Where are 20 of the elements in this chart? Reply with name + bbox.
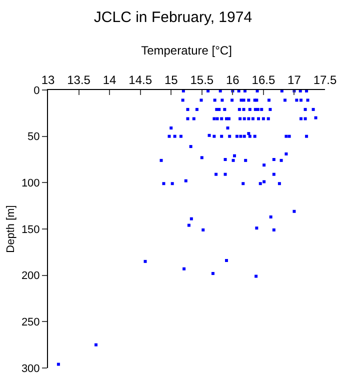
y-tick-label: 200: [21, 270, 40, 282]
y-tick-label: 50: [28, 131, 40, 144]
x-axis-title: Temperature [°C]: [141, 44, 232, 58]
x-tick-label: 13.5: [67, 73, 91, 88]
x-tick-label: 14: [102, 73, 117, 88]
x-tick-label: 13: [41, 73, 55, 88]
chart-title: JCLC in February, 1974: [94, 9, 252, 26]
x-tick-label: 17: [288, 73, 302, 88]
y-tick-label: 300: [21, 362, 40, 375]
y-tick-label: 0: [34, 84, 40, 97]
y-tick-label: 150: [21, 224, 40, 236]
x-tick-label: 16: [226, 73, 240, 88]
y-tick-label: 100: [21, 178, 40, 190]
y-axis-title: Depth [m]: [5, 205, 18, 253]
x-tick-label: 16.5: [252, 73, 276, 88]
y-tick-label: 250: [21, 316, 40, 329]
x-tick-label: 15: [164, 73, 178, 88]
x-tick-label: 14.5: [128, 73, 152, 88]
x-tick-label: 15.5: [190, 73, 214, 88]
x-tick-label: 17.5: [313, 73, 337, 88]
